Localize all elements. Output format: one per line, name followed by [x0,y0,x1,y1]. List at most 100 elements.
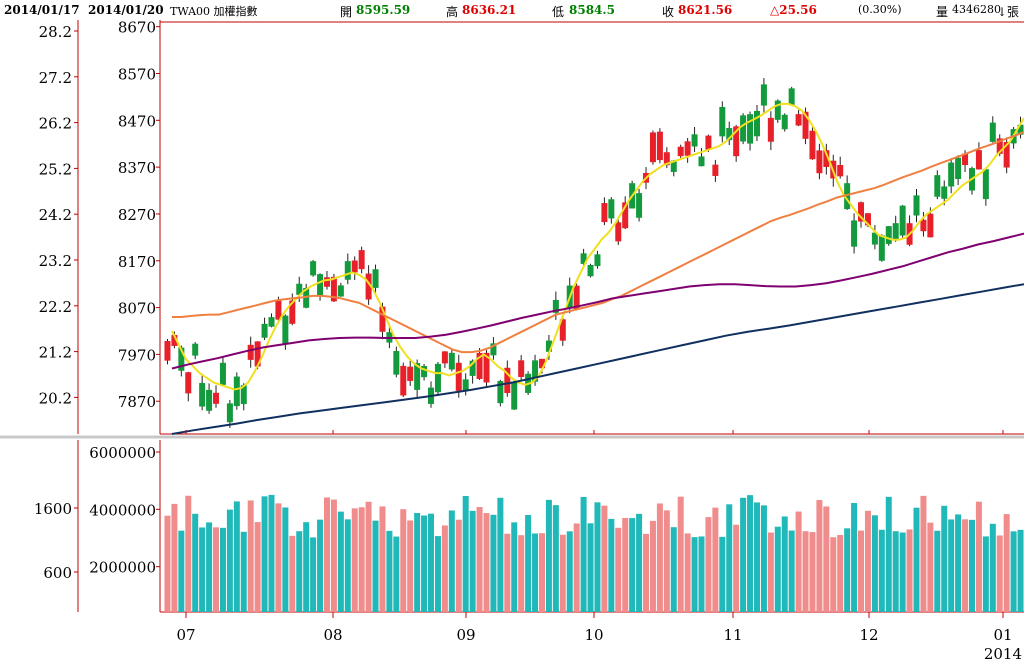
volume-bar [490,514,497,612]
volume-bar [372,520,379,612]
candle-body [317,274,324,297]
candle-body [226,403,233,423]
left-tick-label: 23.2 [39,252,72,270]
volume-bar [428,513,435,612]
candle-body [282,315,289,344]
x-tick-label: 12 [859,626,878,644]
volume-bar [629,518,636,612]
candle-body [677,146,684,157]
left-volume-tick-label: 600 [43,564,72,582]
candle-body [636,193,643,218]
volume-bar [871,515,878,612]
volume-bar [691,537,698,612]
volume-bar [573,523,580,612]
volume-bar [740,497,747,612]
candle-body [351,260,358,273]
volume-bar [393,536,400,612]
volume-tick-label: 6000000 [89,444,156,462]
candle-body [421,366,428,378]
volume-bar [636,513,643,612]
symbol-name: TWA00 加權指數 [170,5,258,18]
candle-body [240,385,247,405]
candle-body [164,340,171,361]
volume-bar [240,531,247,612]
candle-body [941,186,948,199]
candle-body [233,376,240,407]
volume-bar [247,500,254,612]
candle-body [774,100,781,120]
candle-body [1017,124,1024,135]
price-tick-label: 8070 [118,300,156,318]
candle-body [289,300,296,324]
volume-bar [317,519,324,612]
volume-bar [469,510,476,612]
x-tick-label: 11 [723,626,742,644]
candle-body [275,300,282,320]
volume-bar [379,506,386,612]
candle-body [268,317,275,327]
volume-bar [941,505,948,612]
volume-bar [747,495,754,612]
volume-bar [226,509,233,612]
candle-body [975,150,982,170]
volume-axis: 6000000 4000000 2000000 [89,444,160,577]
volume-bar [185,495,192,612]
volume-bar [192,513,199,612]
volume-unit: ↓張 [997,5,1020,19]
volume-bar [511,522,518,612]
volume-bar [684,533,691,612]
candle-body [608,199,615,219]
candle-body [802,111,809,139]
volume-bar [774,526,781,612]
candle-body [989,122,996,142]
x-tick-label: 10 [584,626,603,644]
volume-bar [643,533,650,612]
candle-body [185,372,192,394]
volume-bar [310,537,317,612]
candle-body [206,389,213,411]
candle-body [330,276,337,302]
candle-body [462,379,469,391]
candle-body [213,392,220,404]
x-tick-label: 01 [993,626,1012,644]
candle-body [337,285,344,297]
volume-bar [476,506,483,612]
candle-body [851,220,858,247]
volume-bar [719,536,726,612]
volume-bar [809,532,816,612]
volume-bar [178,530,185,612]
volume-bar [261,496,268,612]
left-tick-label: 24.2 [39,206,72,224]
volume-bar [955,514,962,612]
candle-body [684,141,691,156]
close-label: 收 [662,5,675,19]
candle-body [455,362,462,391]
volume-bar [594,502,601,612]
candle-body [254,341,261,367]
date-left: 2014/01/17 [4,3,80,17]
volume-bar [233,501,240,612]
left-tick-label: 20.2 [39,389,72,407]
price-tick-label: 7870 [118,393,156,411]
candle-body [885,226,892,244]
candle-body [871,232,878,245]
volume-bar [254,522,261,612]
volume-tick-label: 2000000 [89,559,156,577]
left-volume-tick-label: 1600 [34,500,72,518]
volume-bar [497,497,504,612]
candle-body [948,162,955,187]
candle-body [823,150,830,167]
volume-bar [538,533,545,612]
volume-bar [434,536,441,612]
volume-bar [441,525,448,612]
candle-body [247,344,254,360]
volume-bar [365,501,372,612]
candle-body [261,323,268,338]
volume-bar [532,533,539,612]
low-label: 低 [552,5,565,19]
price-tick-label: 8470 [118,112,156,130]
volume-bar [913,507,920,612]
candle-body [788,88,795,105]
volume-bar [1010,531,1017,612]
volume-bar [268,494,275,612]
